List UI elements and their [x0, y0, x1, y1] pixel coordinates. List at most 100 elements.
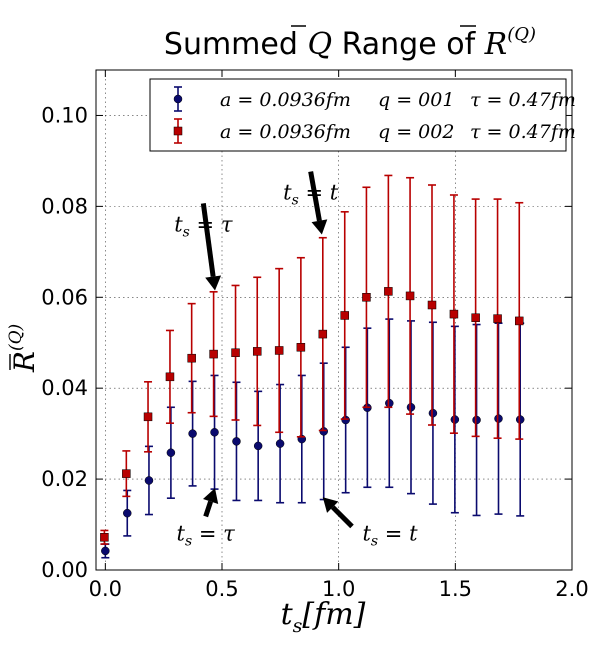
annotation-label: ts = τ [177, 521, 236, 549]
annotation-sub: s [371, 533, 378, 549]
data-point [385, 398, 394, 408]
chart-title: Summed Q Range of R(Q) [164, 24, 536, 62]
data-point [165, 372, 175, 382]
annotation-arrow-shaft [308, 171, 322, 222]
title-q: Q [307, 27, 332, 62]
data-point [318, 329, 328, 339]
annotation-rhs: t [409, 521, 418, 545]
annotation-label: ts = t [362, 521, 418, 549]
data-point [275, 439, 285, 448]
annotation: ts = t [283, 171, 339, 235]
ylabel-sup: (Q) [6, 324, 26, 351]
x-tick-label: 1.5 [439, 577, 472, 601]
data-point [405, 291, 415, 301]
annotation-t: t [283, 181, 292, 205]
annotation-eq: = [192, 521, 223, 545]
data-point [471, 313, 480, 322]
annotation-layer: ts = τts = tts = τts = t [174, 171, 418, 549]
annotation: ts = τ [174, 203, 233, 291]
annotation-sub: s [183, 224, 190, 240]
title-r: R [484, 27, 508, 62]
data-point [449, 309, 459, 319]
data-point [406, 403, 416, 412]
annotation: ts = t [322, 497, 418, 549]
legend-tau-label: τ = 0.47fm [470, 89, 576, 111]
annotation-t: t [177, 521, 186, 545]
data-point [384, 287, 393, 296]
plot-frame [95, 69, 573, 571]
series-layer [100, 174, 525, 559]
annotation-arrow-shaft [203, 500, 213, 518]
annotation-sub: s [185, 533, 192, 549]
data-point [188, 429, 197, 438]
data-point [101, 546, 110, 556]
y-tick-label: 0.00 [41, 558, 88, 582]
data-point [209, 349, 218, 359]
xlabel-tail: [fm] [302, 597, 365, 632]
y-axis-label: R(Q) [6, 324, 41, 373]
data-point [472, 415, 481, 425]
legend-a-label: a = 0.0936fm [220, 89, 351, 111]
title-sup: (Q) [507, 24, 536, 45]
legend-entry-2: a = 0.0936fm q = 002 τ = 0.47fm [173, 118, 576, 144]
y-tick-label: 0.02 [41, 467, 88, 491]
annotation-eq: = [378, 521, 409, 545]
x-tick-label: 0.5 [205, 577, 238, 601]
annotation-rhs: τ [221, 212, 233, 236]
annotation-arrow-head [311, 219, 328, 235]
annotation-t: t [362, 521, 371, 545]
data-point [427, 300, 437, 310]
ylabel-main: R [8, 351, 41, 373]
y-tick-label: 0.06 [41, 285, 88, 309]
title-mid: Range of [332, 27, 485, 62]
x-tick-label: 2.0 [555, 577, 588, 601]
annotation-arrow-head [205, 275, 222, 291]
title-main: Summed [164, 27, 308, 62]
annotation-t: t [174, 212, 183, 236]
data-point [187, 353, 196, 363]
data-point [253, 441, 263, 451]
data-point [319, 427, 328, 436]
data-point [362, 293, 371, 302]
legend-marker [173, 94, 183, 104]
legend-a-label: a = 0.0936fm [220, 121, 351, 143]
x-axis-label: ts[fm] [281, 597, 366, 637]
annotation-rhs: τ [223, 521, 235, 545]
annotation-arrow-head [322, 497, 339, 513]
legend-tau-label: τ = 0.47fm [470, 121, 576, 143]
data-point [515, 415, 525, 424]
data-point [210, 428, 219, 437]
y-tick-label: 0.10 [41, 103, 88, 127]
tick-layer: 0.0 0.5 1.0 1.5 2.0 0.00 0.02 0.04 0.06 0.08 0.10 [41, 70, 589, 601]
data-point [341, 415, 350, 425]
data-point [231, 348, 240, 357]
y-tick-label: 0.04 [41, 376, 88, 400]
data-point [252, 347, 262, 356]
data-point [493, 314, 502, 323]
annotation-arrow-shaft [330, 505, 354, 529]
annotation-arrow-shaft [200, 203, 216, 277]
annotation: ts = τ [177, 488, 236, 549]
legend-entry-1: a = 0.0936fm q = 001 τ = 0.47fm [173, 86, 576, 112]
data-point [428, 408, 438, 418]
legend-box [149, 78, 567, 152]
legend-q-label: q = 002 [378, 121, 454, 143]
annotation-rhs: t [330, 181, 339, 205]
data-point [340, 311, 349, 320]
data-point [143, 412, 153, 422]
series-1 [101, 318, 525, 559]
data-point [123, 508, 132, 518]
xlabel-main: t [281, 597, 294, 632]
legend-q-label: q = 001 [378, 89, 454, 111]
data-point [122, 469, 131, 478]
data-point [232, 437, 241, 446]
data-point [296, 343, 306, 352]
x-tick-label: 1.0 [322, 577, 355, 601]
xlabel-sub: s [293, 615, 303, 637]
data-point [450, 415, 460, 424]
svg-text:R(Q): R(Q) [6, 324, 41, 373]
annotation-sub: s [292, 193, 299, 209]
